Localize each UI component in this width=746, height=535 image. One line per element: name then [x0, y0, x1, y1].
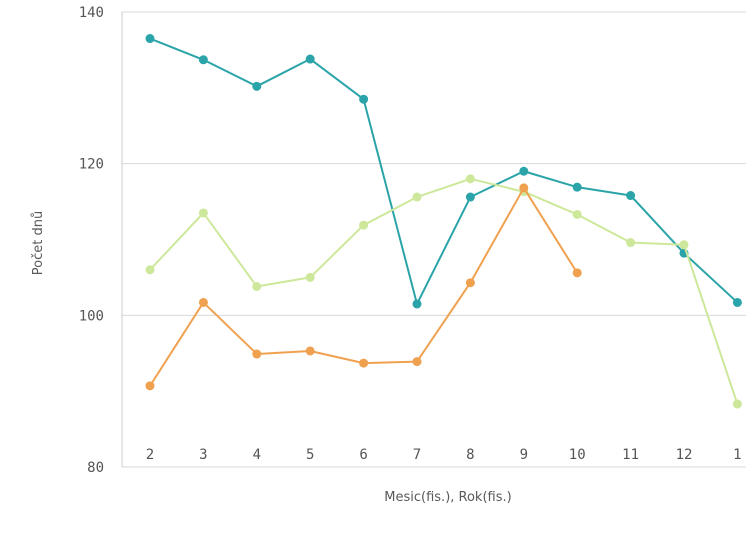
- series-line: [149, 186, 579, 387]
- x-tick-label: 2: [146, 447, 154, 463]
- data-point[interactable]: [145, 265, 155, 275]
- y-tick-label: 80: [87, 460, 104, 476]
- data-point[interactable]: [626, 191, 636, 201]
- y-axis-title: Počet dnů: [31, 211, 46, 275]
- series-1: [145, 34, 742, 309]
- x-tick-label: 7: [413, 447, 421, 463]
- y-axis: 80 100 120 140: [79, 5, 123, 476]
- x-tick-label: 1: [733, 447, 741, 463]
- y-tick-label: 120: [79, 157, 104, 173]
- x-tick-label: 11: [622, 447, 639, 463]
- data-point[interactable]: [252, 81, 262, 91]
- data-point[interactable]: [465, 174, 475, 184]
- x-tick-label: 5: [306, 447, 314, 463]
- data-point[interactable]: [679, 240, 689, 250]
- series-line: [149, 37, 739, 305]
- data-point[interactable]: [732, 399, 742, 409]
- series-2: [145, 174, 742, 409]
- data-point[interactable]: [732, 297, 742, 307]
- x-tick-label: 9: [520, 447, 528, 463]
- data-point[interactable]: [572, 182, 582, 192]
- data-point[interactable]: [359, 220, 369, 230]
- data-point[interactable]: [305, 54, 315, 64]
- data-point[interactable]: [145, 34, 155, 44]
- data-point[interactable]: [305, 346, 315, 356]
- y-tick-label: 140: [79, 5, 104, 21]
- data-point[interactable]: [198, 297, 208, 307]
- x-tick-label: 4: [253, 447, 261, 463]
- x-tick-label: 8: [466, 447, 474, 463]
- x-axis: 2 3 4 5 6 7 8 9 10 11 12 1: [146, 447, 742, 463]
- data-point[interactable]: [359, 94, 369, 104]
- data-point[interactable]: [252, 349, 262, 359]
- data-point[interactable]: [465, 192, 475, 202]
- data-point[interactable]: [252, 282, 262, 292]
- x-tick-label: 10: [569, 447, 586, 463]
- data-point[interactable]: [198, 208, 208, 218]
- data-point[interactable]: [412, 299, 422, 309]
- x-tick-label: 3: [199, 447, 207, 463]
- data-point[interactable]: [572, 209, 582, 219]
- data-point[interactable]: [412, 192, 422, 202]
- y-tick-label: 100: [79, 308, 104, 324]
- data-point[interactable]: [519, 183, 529, 193]
- data-point[interactable]: [305, 272, 315, 282]
- data-point[interactable]: [359, 358, 369, 368]
- y-gridlines: [122, 11, 746, 468]
- x-tick-label: 12: [676, 447, 693, 463]
- data-point[interactable]: [145, 381, 155, 391]
- data-point[interactable]: [626, 238, 636, 248]
- series-3: [145, 183, 582, 391]
- data-point[interactable]: [198, 55, 208, 65]
- x-tick-label: 6: [359, 447, 367, 463]
- data-point[interactable]: [465, 278, 475, 288]
- data-point[interactable]: [572, 268, 582, 278]
- series-group: [145, 34, 742, 409]
- series-line: [149, 177, 739, 405]
- x-axis-title: Mesic(fis.), Rok(fis.): [384, 490, 511, 505]
- data-point[interactable]: [519, 166, 529, 176]
- data-point[interactable]: [412, 357, 422, 367]
